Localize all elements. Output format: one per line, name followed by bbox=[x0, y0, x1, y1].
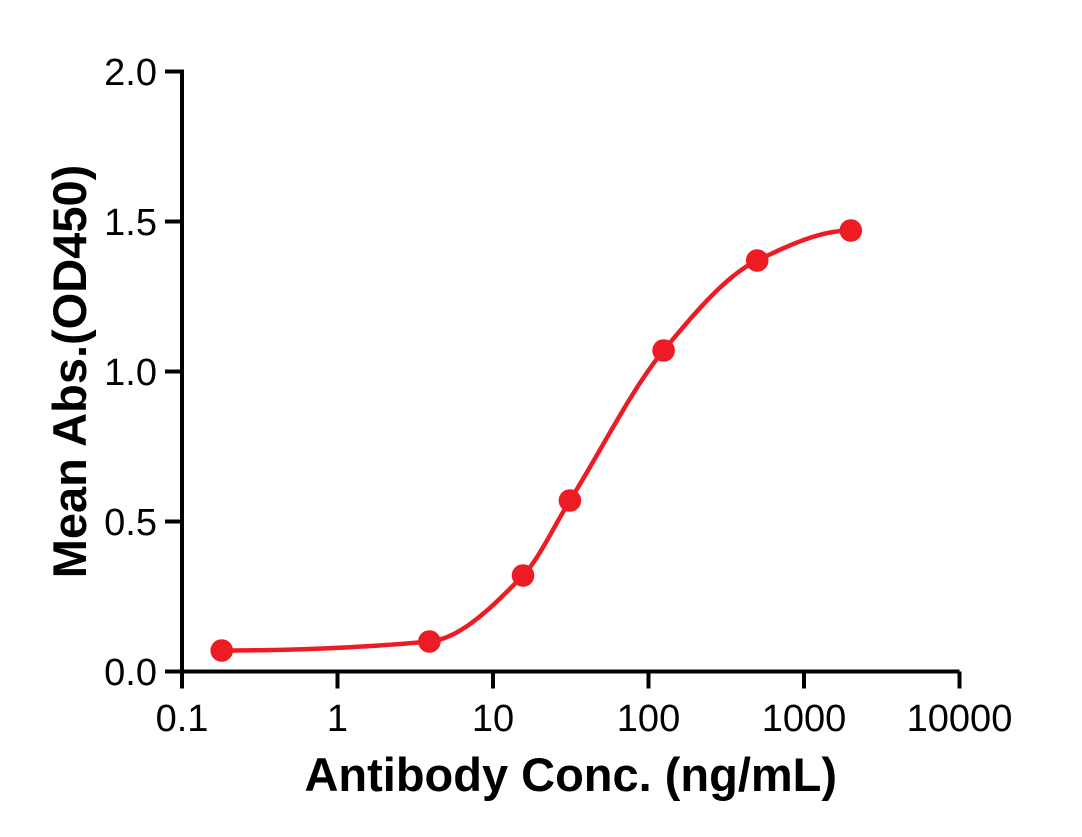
y-tick-label-0.5: 0.5 bbox=[104, 502, 157, 544]
data-point bbox=[652, 339, 675, 362]
y-tick-label-1.5: 1.5 bbox=[104, 202, 157, 244]
x-tick-label-1000: 1000 bbox=[762, 698, 847, 740]
axis-spines bbox=[180, 69, 960, 674]
y-axis-tick-labels: 0.0 0.5 1.0 1.5 2.0 bbox=[104, 52, 157, 694]
x-tick-label-1: 1 bbox=[327, 698, 348, 740]
x-tick-label-10000: 10000 bbox=[907, 698, 1013, 740]
data-point bbox=[839, 219, 863, 242]
fit-curve bbox=[219, 228, 854, 653]
y-tick-label-0.0: 0.0 bbox=[104, 652, 157, 694]
y-tick-label-2.0: 2.0 bbox=[104, 52, 157, 94]
x-tick-label-10: 10 bbox=[472, 698, 514, 740]
x-axis-tick-labels: 0.1 1 10 100 1000 10000 bbox=[156, 698, 1013, 740]
data-point bbox=[745, 249, 769, 272]
x-axis-ticks bbox=[180, 671, 962, 689]
y-axis-title: Mean Abs.(OD450) bbox=[43, 165, 96, 579]
x-tick-label-100: 100 bbox=[617, 698, 680, 740]
data-point bbox=[210, 639, 233, 662]
x-axis-title: Antibody Conc. (ng/mL) bbox=[304, 748, 837, 801]
data-point bbox=[418, 630, 441, 653]
y-axis-ticks bbox=[165, 69, 182, 674]
data-point bbox=[511, 564, 535, 587]
data-point-group bbox=[210, 219, 863, 662]
data-point bbox=[558, 489, 582, 512]
y-tick-label-1.0: 1.0 bbox=[104, 352, 157, 394]
x-tick-label-0.1: 0.1 bbox=[156, 698, 209, 740]
